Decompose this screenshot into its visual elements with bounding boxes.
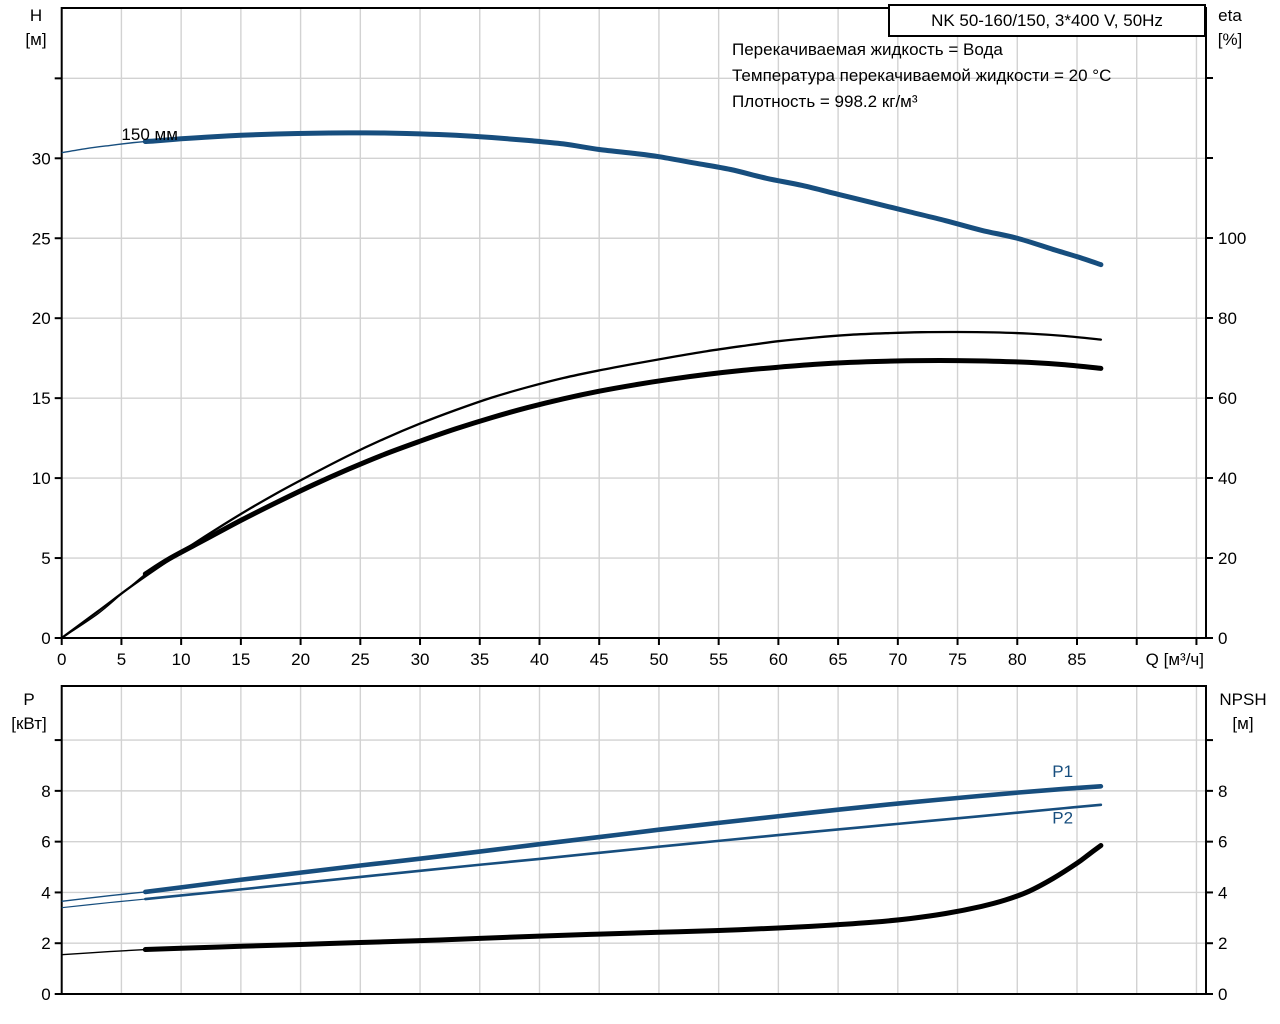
curve-head-150mm-thick <box>142 130 1104 268</box>
curve-head-150mm <box>61 130 1104 268</box>
left-axis-tick-label: 0 <box>41 629 50 648</box>
x-axis-tick-label: 55 <box>709 650 728 669</box>
right-axis-tick-label: 4 <box>1218 883 1227 902</box>
right-axis-tick-label: 80 <box>1218 309 1237 328</box>
left-axis-tick-label: 10 <box>32 469 51 488</box>
left-axis-tick-label: 2 <box>41 934 50 953</box>
ticks-power-npsh <box>54 739 1213 995</box>
right-axis-tick-label: 100 <box>1218 229 1246 248</box>
left-axis-tick-label: 25 <box>32 229 51 248</box>
x-axis-tick-label: 40 <box>530 650 549 669</box>
x-axis-tick-label: 25 <box>351 650 370 669</box>
left-axis-tick-label: 30 <box>32 149 51 168</box>
gridlines-qh-eta <box>61 8 1206 638</box>
left-axis-tick-label: 8 <box>41 782 50 801</box>
curve-eta-total <box>61 358 1104 639</box>
left-axis-tick-label: 5 <box>41 549 50 568</box>
right-axis-tick-label: 0 <box>1218 985 1227 1004</box>
right-axis-tick-label: 8 <box>1218 782 1227 801</box>
curve-p1-thin <box>61 891 146 903</box>
x-axis-tick-label: 80 <box>1008 650 1027 669</box>
curve-label-150mm: 150 мм <box>121 125 177 144</box>
curve-npsh <box>61 842 1104 956</box>
chart-power-npsh: 0 2 4 6 8 0 2 4 6 8 P1 P2 <box>41 685 1227 1004</box>
x-axis-tick-label: 65 <box>829 650 848 669</box>
plot-border-qh-eta <box>60 7 1208 639</box>
curve-p1 <box>61 784 1104 903</box>
x-axis-tick-label: 5 <box>117 650 126 669</box>
x-axis-tick-label: 45 <box>590 650 609 669</box>
curve-eta-total-thin <box>61 573 146 639</box>
x-axis-tick-label: 75 <box>948 650 967 669</box>
right-axis-tick-label: 2 <box>1218 934 1227 953</box>
curve-eta-pump-line <box>60 330 1103 640</box>
left-axis-tick-label: 6 <box>41 833 50 852</box>
x-axis-tick-label: 35 <box>470 650 489 669</box>
curve-p2-thin <box>61 898 146 909</box>
x-axis-tick-label: 30 <box>411 650 430 669</box>
right-axis-tick-label: 40 <box>1218 469 1237 488</box>
curve-npsh-thick <box>142 842 1104 953</box>
tick-labels-power-npsh: 0 2 4 6 8 0 2 4 6 8 <box>41 782 1227 1004</box>
x-axis-tick-label: 20 <box>291 650 310 669</box>
plot-border-power-npsh <box>60 685 1208 995</box>
left-axis-tick-label: 0 <box>41 985 50 1004</box>
left-axis-tick-label: 20 <box>32 309 51 328</box>
curve-npsh-thin <box>61 948 146 956</box>
curve-p1-thick <box>143 784 1104 895</box>
curve-label-p2: P2 <box>1052 809 1073 828</box>
x-axis-tick-label: 50 <box>649 650 668 669</box>
curve-p2 <box>61 803 1103 909</box>
curve-eta-pump <box>60 330 1103 640</box>
x-axis-tick-label: 60 <box>769 650 788 669</box>
x-axis-tick-label: 85 <box>1068 650 1087 669</box>
x-axis-unit-label: Q [м³/ч] <box>1146 650 1204 669</box>
x-axis-tick-label: 15 <box>231 650 250 669</box>
right-axis-tick-label: 60 <box>1218 389 1237 408</box>
ticks-qh-eta <box>54 77 1213 645</box>
curve-eta-total-thick <box>142 358 1104 577</box>
left-axis-tick-label: 4 <box>41 883 50 902</box>
x-axis-tick-label: 10 <box>172 650 191 669</box>
chart-qh-eta: 0 5 10 15 20 25 30 0 20 40 60 80 100 0 5 10 15 20 25 30 35 40… <box>32 7 1247 669</box>
tick-labels-qh-eta: 0 5 10 15 20 25 30 0 20 40 60 80 100 0 5 10 15 20 25 30 35 40… <box>32 149 1247 669</box>
curve-head-150mm-thin <box>61 140 146 154</box>
right-axis-tick-label: 6 <box>1218 833 1227 852</box>
right-axis-tick-label: 20 <box>1218 549 1237 568</box>
x-axis-tick-label: 0 <box>57 650 66 669</box>
curve-p2-thick <box>144 803 1103 901</box>
left-axis-tick-label: 15 <box>32 389 51 408</box>
right-axis-tick-label: 0 <box>1218 629 1227 648</box>
x-axis-tick-label: 70 <box>888 650 907 669</box>
curve-label-p1: P1 <box>1052 762 1073 781</box>
